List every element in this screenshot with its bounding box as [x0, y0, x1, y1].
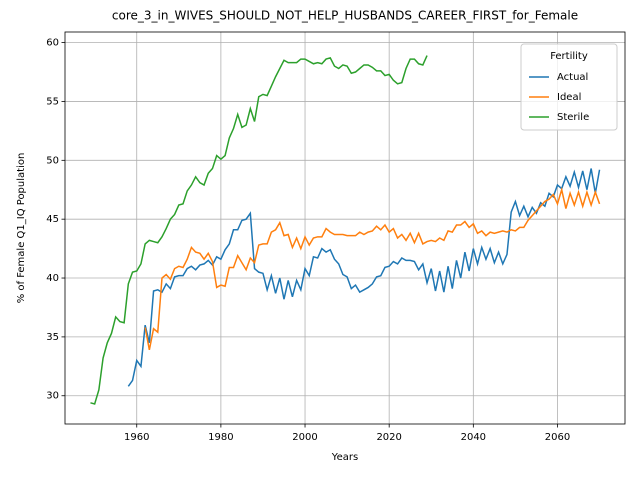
x-tick-label: 2000 [292, 432, 317, 443]
y-tick-label: 40 [46, 273, 59, 284]
x-tick-label: 2040 [461, 432, 486, 443]
x-tick-label: 1980 [208, 432, 233, 443]
y-tick-label: 35 [46, 332, 59, 343]
legend-box [520, 43, 618, 131]
x-tick-label: 2060 [545, 432, 570, 443]
y-tick-label: 55 [46, 96, 59, 107]
legend-label: Actual [557, 72, 588, 83]
legend-title: Fertility [550, 51, 588, 62]
y-axis-label: % of Female Q1_IQ Population [16, 153, 27, 304]
y-tick-label: 50 [46, 155, 59, 166]
series-line [90, 55, 428, 405]
y-tick-label: 60 [46, 38, 59, 49]
y-tick-label: 45 [46, 214, 59, 225]
x-axis-label: Years [331, 452, 358, 463]
series-line [144, 186, 601, 350]
plot-frame [64, 31, 626, 425]
y-tick-label: 30 [46, 391, 59, 402]
chart-title: core_3_in_WIVES_SHOULD_NOT_HELP_HUSBANDS… [112, 9, 578, 23]
series-line [127, 168, 601, 387]
legend-label: Sterile [557, 112, 589, 123]
x-tick-label: 1960 [124, 432, 149, 443]
legend: Fertility Actual Ideal Sterile [520, 43, 618, 131]
legend-label: Ideal [557, 92, 581, 103]
x-tick-label: 2020 [376, 432, 401, 443]
